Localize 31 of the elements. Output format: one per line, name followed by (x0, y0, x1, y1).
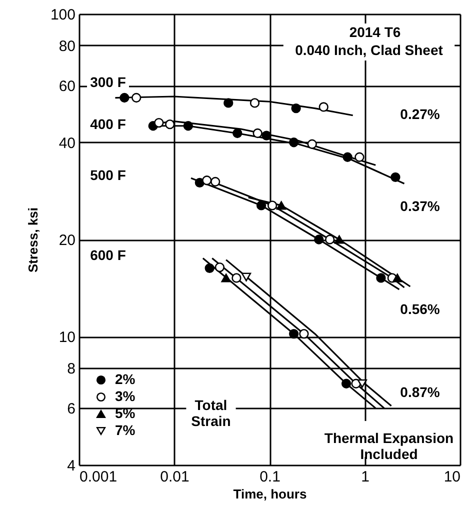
annotation: 0.37% (400, 198, 440, 214)
x-tick-label: 10 (444, 468, 460, 486)
x-tick-label: 1 (361, 468, 370, 486)
annotation: 400 F (90, 116, 126, 132)
annotation: 600 F (90, 247, 126, 263)
y-axis-title: Stress, ksi (25, 207, 40, 273)
y-tick-label: 4 (67, 458, 76, 474)
legend-label: 3% (115, 388, 136, 404)
y-tick-label: 6 (67, 400, 76, 418)
annotation: 300 F (90, 74, 126, 90)
annotation: 0.87% (400, 384, 440, 400)
y-tick-label: 40 (58, 134, 76, 152)
y-tick-label: 10 (58, 329, 76, 346)
y-tick-label: 80 (58, 38, 76, 55)
legend-label: 7% (115, 422, 136, 438)
annotation: 500 F (90, 167, 126, 183)
text: 0.040 Inch, Clad Sheet (295, 42, 444, 58)
y-tick-label: 8 (67, 360, 76, 378)
annotation: Thermal Expansion Included (324, 430, 454, 462)
x-axis-title: Time, hours (233, 486, 307, 502)
legend-title: Total Strain (191, 397, 231, 429)
annotation: 0.56% (400, 301, 440, 317)
legend-label: 2% (115, 371, 136, 387)
x-tick-label: 0.01 (160, 468, 190, 486)
text: 2014 T6 (349, 24, 401, 40)
y-tick-label: 20 (58, 232, 76, 249)
x-tick-label: 0.001 (80, 468, 118, 486)
y-tick-label: 60 (58, 78, 76, 96)
annotation: 0.27% (400, 106, 440, 122)
x-tick-label: 0.1 (260, 468, 280, 486)
y-tick-label: 100 (50, 6, 76, 24)
